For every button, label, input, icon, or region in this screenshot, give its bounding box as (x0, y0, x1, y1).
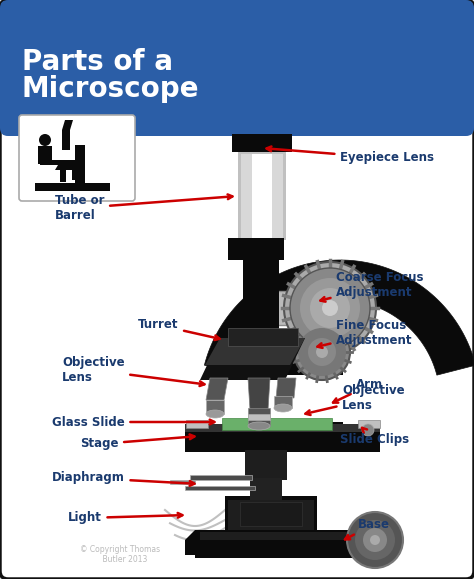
Bar (252, 154, 272, 238)
Ellipse shape (206, 410, 224, 418)
Polygon shape (248, 378, 270, 410)
Bar (62, 130, 70, 150)
Bar (245, 450, 287, 480)
Bar (228, 238, 284, 260)
Polygon shape (55, 165, 85, 170)
Text: Fine Focus
Adjustment: Fine Focus Adjustment (318, 319, 412, 348)
Bar (243, 422, 343, 444)
Text: Tube or
Barrel: Tube or Barrel (55, 194, 232, 222)
Bar (241, 154, 283, 238)
Ellipse shape (274, 404, 292, 412)
Bar (225, 496, 317, 534)
Text: Base: Base (345, 518, 390, 540)
FancyBboxPatch shape (0, 0, 474, 136)
Bar (243, 258, 279, 338)
Text: Arm: Arm (333, 379, 383, 402)
Polygon shape (276, 378, 296, 398)
Text: Light: Light (68, 511, 182, 525)
Bar (222, 418, 332, 430)
Circle shape (322, 300, 338, 316)
Text: Coarse Focus
Adjustment: Coarse Focus Adjustment (320, 271, 423, 302)
Circle shape (298, 328, 346, 376)
Bar (268, 291, 288, 325)
Circle shape (363, 528, 387, 552)
Circle shape (347, 512, 403, 568)
Text: Glass Slide: Glass Slide (52, 416, 214, 428)
FancyBboxPatch shape (19, 115, 135, 201)
Bar (228, 500, 314, 530)
Circle shape (290, 268, 370, 348)
Circle shape (39, 134, 51, 146)
Bar (8, 80, 466, 136)
Polygon shape (206, 378, 228, 400)
Bar (35, 183, 110, 191)
Bar (274, 396, 292, 408)
Bar (248, 408, 270, 426)
Bar (358, 420, 380, 428)
Bar (200, 532, 385, 540)
Circle shape (362, 424, 374, 436)
Bar (185, 486, 255, 490)
Bar (238, 152, 286, 240)
Text: Microscope: Microscope (22, 75, 200, 103)
Bar (206, 400, 224, 414)
Bar (243, 353, 343, 375)
Text: Eyepiece Lens: Eyepiece Lens (266, 146, 434, 164)
Text: Objective
Lens: Objective Lens (305, 384, 405, 415)
Text: Stage: Stage (80, 434, 194, 450)
Text: Turret: Turret (138, 318, 219, 340)
Text: Slide Clips: Slide Clips (340, 428, 409, 446)
Bar (75, 145, 85, 187)
Bar (248, 414, 270, 420)
Circle shape (316, 346, 328, 358)
Circle shape (355, 520, 395, 560)
Polygon shape (204, 260, 474, 375)
Bar (190, 475, 252, 480)
Bar (228, 328, 298, 346)
Text: Diaphragm: Diaphragm (52, 471, 194, 486)
Text: Objective
Lens: Objective Lens (62, 356, 204, 386)
Circle shape (300, 278, 360, 338)
Bar (250, 478, 282, 500)
Circle shape (284, 262, 376, 354)
Bar (185, 430, 380, 452)
Bar (186, 420, 208, 428)
Polygon shape (185, 530, 400, 555)
Bar (232, 134, 292, 152)
Polygon shape (205, 338, 305, 365)
Polygon shape (62, 120, 73, 130)
Bar (170, 480, 195, 484)
Text: Parts of a: Parts of a (22, 48, 173, 76)
Ellipse shape (248, 422, 270, 430)
Bar (60, 170, 66, 182)
Bar (40, 160, 82, 165)
Circle shape (308, 338, 336, 366)
Polygon shape (200, 338, 305, 380)
Bar (195, 548, 380, 558)
Bar (240, 502, 302, 526)
Bar (72, 170, 78, 180)
Bar (185, 424, 380, 432)
Text: © Copyright Thomas
    Butler 2013: © Copyright Thomas Butler 2013 (80, 545, 160, 565)
Bar (228, 335, 284, 353)
Circle shape (370, 535, 380, 545)
Circle shape (310, 288, 350, 328)
Circle shape (294, 324, 350, 380)
Bar (38, 146, 52, 164)
